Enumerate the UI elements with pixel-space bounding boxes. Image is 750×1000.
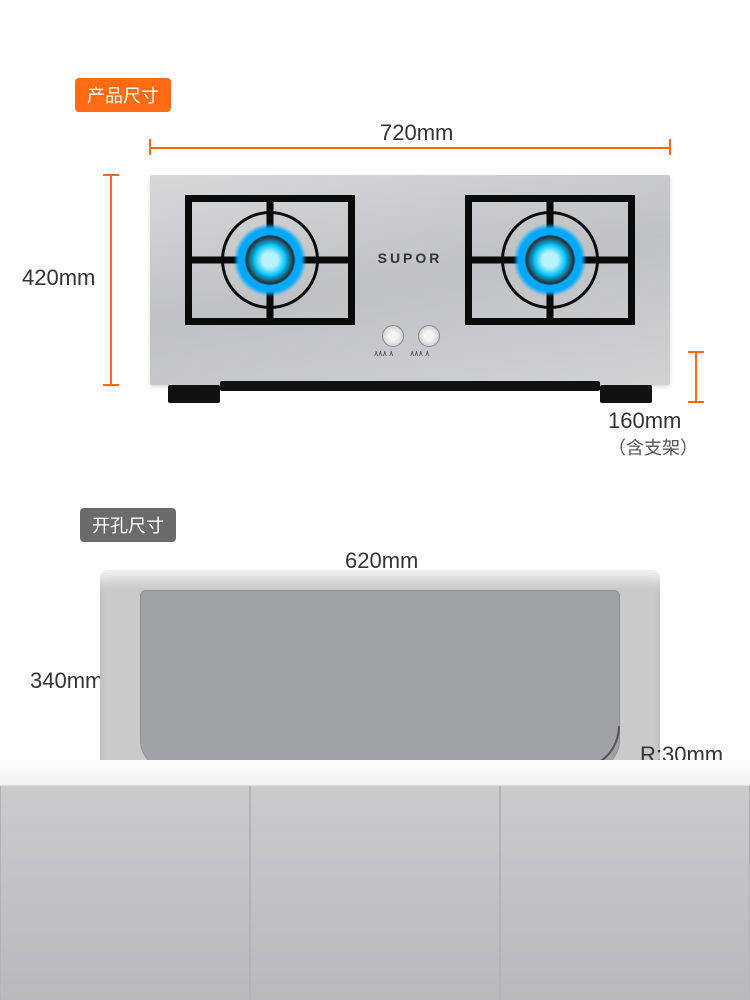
product-dimensions-panel: 产品尺寸 720mm 420mm 160mm （含支架） SUPOR ۸۸۸ ۸… <box>0 0 750 500</box>
cooktop-rail <box>220 381 600 391</box>
dim-cap <box>688 401 704 403</box>
product-depth-label: 420mm <box>22 265 95 291</box>
cabinet-door <box>0 786 250 1000</box>
dim-cap <box>103 384 119 386</box>
cabinet-door <box>250 786 500 1000</box>
cutout-dimensions-panel: 开孔尺寸 620mm 340mm R:30mm <box>0 500 750 1000</box>
dim-cap <box>149 139 151 155</box>
cutout-inner-shape <box>140 590 620 770</box>
product-rail-label: 160mm （含支架） <box>608 408 750 460</box>
product-rail-bar <box>695 352 697 402</box>
flame-icon <box>507 217 593 303</box>
cabinet-door <box>500 786 750 1000</box>
cooktop-illustration: SUPOR ۸۸۸ ۸ ۸۸۸ ۸ <box>150 175 670 385</box>
control-knob-left <box>382 325 404 347</box>
rail-height-note: （含支架） <box>608 438 698 458</box>
dim-cap <box>669 139 671 155</box>
countertop <box>0 760 750 786</box>
burner-right <box>465 195 635 325</box>
knob-marks: ۸۸۸ ۸ <box>410 349 429 358</box>
product-width-bar <box>150 147 670 149</box>
flame-icon <box>227 217 313 303</box>
product-size-badge: 产品尺寸 <box>75 78 171 112</box>
knob-marks: ۸۸۸ ۸ <box>374 349 393 358</box>
burner-left <box>185 195 355 325</box>
cutout-size-badge: 开孔尺寸 <box>80 508 176 542</box>
rail-height-value: 160mm <box>608 408 681 433</box>
cutout-depth-label: 340mm <box>30 668 103 694</box>
product-width-label: 720mm <box>380 120 453 146</box>
brand-logo: SUPOR <box>378 250 443 266</box>
control-knob-right <box>418 325 440 347</box>
product-depth-bar <box>110 175 112 385</box>
cabinet-front <box>0 786 750 1000</box>
dim-cap <box>103 174 119 176</box>
dim-cap <box>688 351 704 353</box>
